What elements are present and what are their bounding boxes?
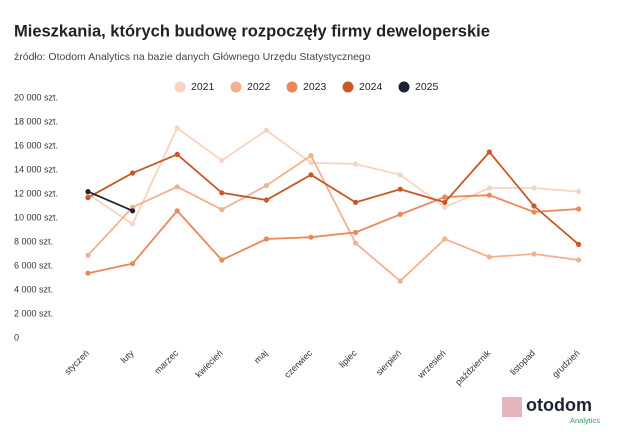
point — [130, 170, 136, 176]
y-tick-label: 12 000 szt. — [14, 188, 58, 198]
point — [174, 125, 180, 131]
point — [442, 199, 448, 205]
point — [397, 186, 403, 192]
y-tick-label: 10 000 szt. — [14, 212, 58, 222]
point — [85, 195, 91, 201]
y-tick-label: 14 000 szt. — [14, 164, 58, 174]
legend-marker — [286, 81, 298, 93]
legend-marker — [342, 81, 354, 93]
x-tick-label: grudzień — [550, 348, 581, 379]
x-tick-label: maj — [252, 348, 269, 365]
point — [130, 208, 136, 214]
legend-marker — [174, 81, 186, 93]
point — [576, 257, 582, 263]
legend-marker — [398, 81, 410, 93]
legend-label: 2021 — [191, 81, 215, 93]
point — [486, 149, 492, 155]
point — [576, 206, 582, 212]
point — [85, 189, 91, 195]
x-tick-label: wrzesień — [415, 348, 448, 381]
point — [353, 240, 359, 246]
point — [531, 185, 537, 191]
point — [353, 199, 359, 205]
point — [308, 172, 314, 178]
point — [85, 270, 91, 276]
point — [486, 254, 492, 260]
point — [263, 183, 269, 189]
y-tick-label: 8 000 szt. — [14, 236, 53, 246]
point — [219, 257, 225, 263]
point — [85, 252, 91, 258]
point — [174, 208, 180, 214]
point — [442, 194, 448, 200]
point — [486, 192, 492, 198]
point — [397, 172, 403, 178]
chart-title: Mieszkania, których budowę rozpoczęły fi… — [14, 22, 490, 40]
chart-subtitle: źródło: Otodom Analytics na bazie danych… — [14, 51, 371, 63]
point — [263, 197, 269, 203]
point — [531, 209, 537, 215]
point — [174, 151, 180, 157]
point — [397, 278, 403, 284]
point — [531, 203, 537, 209]
y-tick-label: 4 000 szt. — [14, 284, 53, 294]
point — [263, 236, 269, 242]
x-tick-label: październik — [453, 348, 493, 388]
point — [219, 190, 225, 196]
logo: otodom Analytics — [502, 395, 600, 425]
x-tick-label: luty — [119, 348, 136, 365]
y-tick-label: 6 000 szt. — [14, 260, 53, 270]
x-tick-label: czerwiec — [282, 348, 314, 380]
point — [308, 160, 314, 166]
series-line — [87, 154, 579, 283]
point — [353, 229, 359, 235]
logo-mark — [502, 397, 522, 417]
legend-label: 2023 — [303, 81, 327, 93]
point — [531, 251, 537, 257]
point — [263, 127, 269, 133]
point — [219, 207, 225, 213]
y-tick-label: 2 000 szt. — [14, 308, 53, 318]
y-tick-label: 20 000 szt. — [14, 92, 58, 102]
point — [442, 204, 448, 210]
x-tick-label: sierpień — [374, 348, 403, 377]
x-tick-label: kwiecień — [193, 348, 224, 379]
point — [130, 204, 136, 210]
series-line — [87, 126, 579, 226]
point — [576, 241, 582, 247]
y-tick-label: 18 000 szt. — [14, 116, 58, 126]
point — [130, 261, 136, 267]
x-tick-label: styczeń — [62, 348, 91, 377]
point — [442, 236, 448, 242]
x-tick-label: listopad — [508, 348, 537, 377]
legend-marker — [230, 81, 242, 93]
point — [308, 234, 314, 240]
point — [576, 189, 582, 195]
point — [308, 153, 314, 159]
point — [397, 211, 403, 217]
x-tick-label: lipiec — [337, 348, 359, 370]
logo-name: otodom — [526, 395, 592, 415]
point — [486, 185, 492, 191]
point — [219, 157, 225, 163]
series-line — [87, 190, 133, 212]
x-tick-label: marzec — [152, 348, 180, 376]
y-tick-label: 0 — [14, 332, 19, 342]
series-line — [87, 194, 579, 275]
series-line — [87, 150, 580, 246]
legend-label: 2022 — [247, 81, 271, 93]
point — [174, 184, 180, 190]
legend-label: 2024 — [359, 81, 383, 93]
point — [130, 221, 136, 227]
logo-tagline: Analytics — [570, 416, 600, 425]
y-tick-label: 16 000 szt. — [14, 140, 58, 150]
point — [353, 161, 359, 167]
legend-label: 2025 — [415, 81, 439, 93]
